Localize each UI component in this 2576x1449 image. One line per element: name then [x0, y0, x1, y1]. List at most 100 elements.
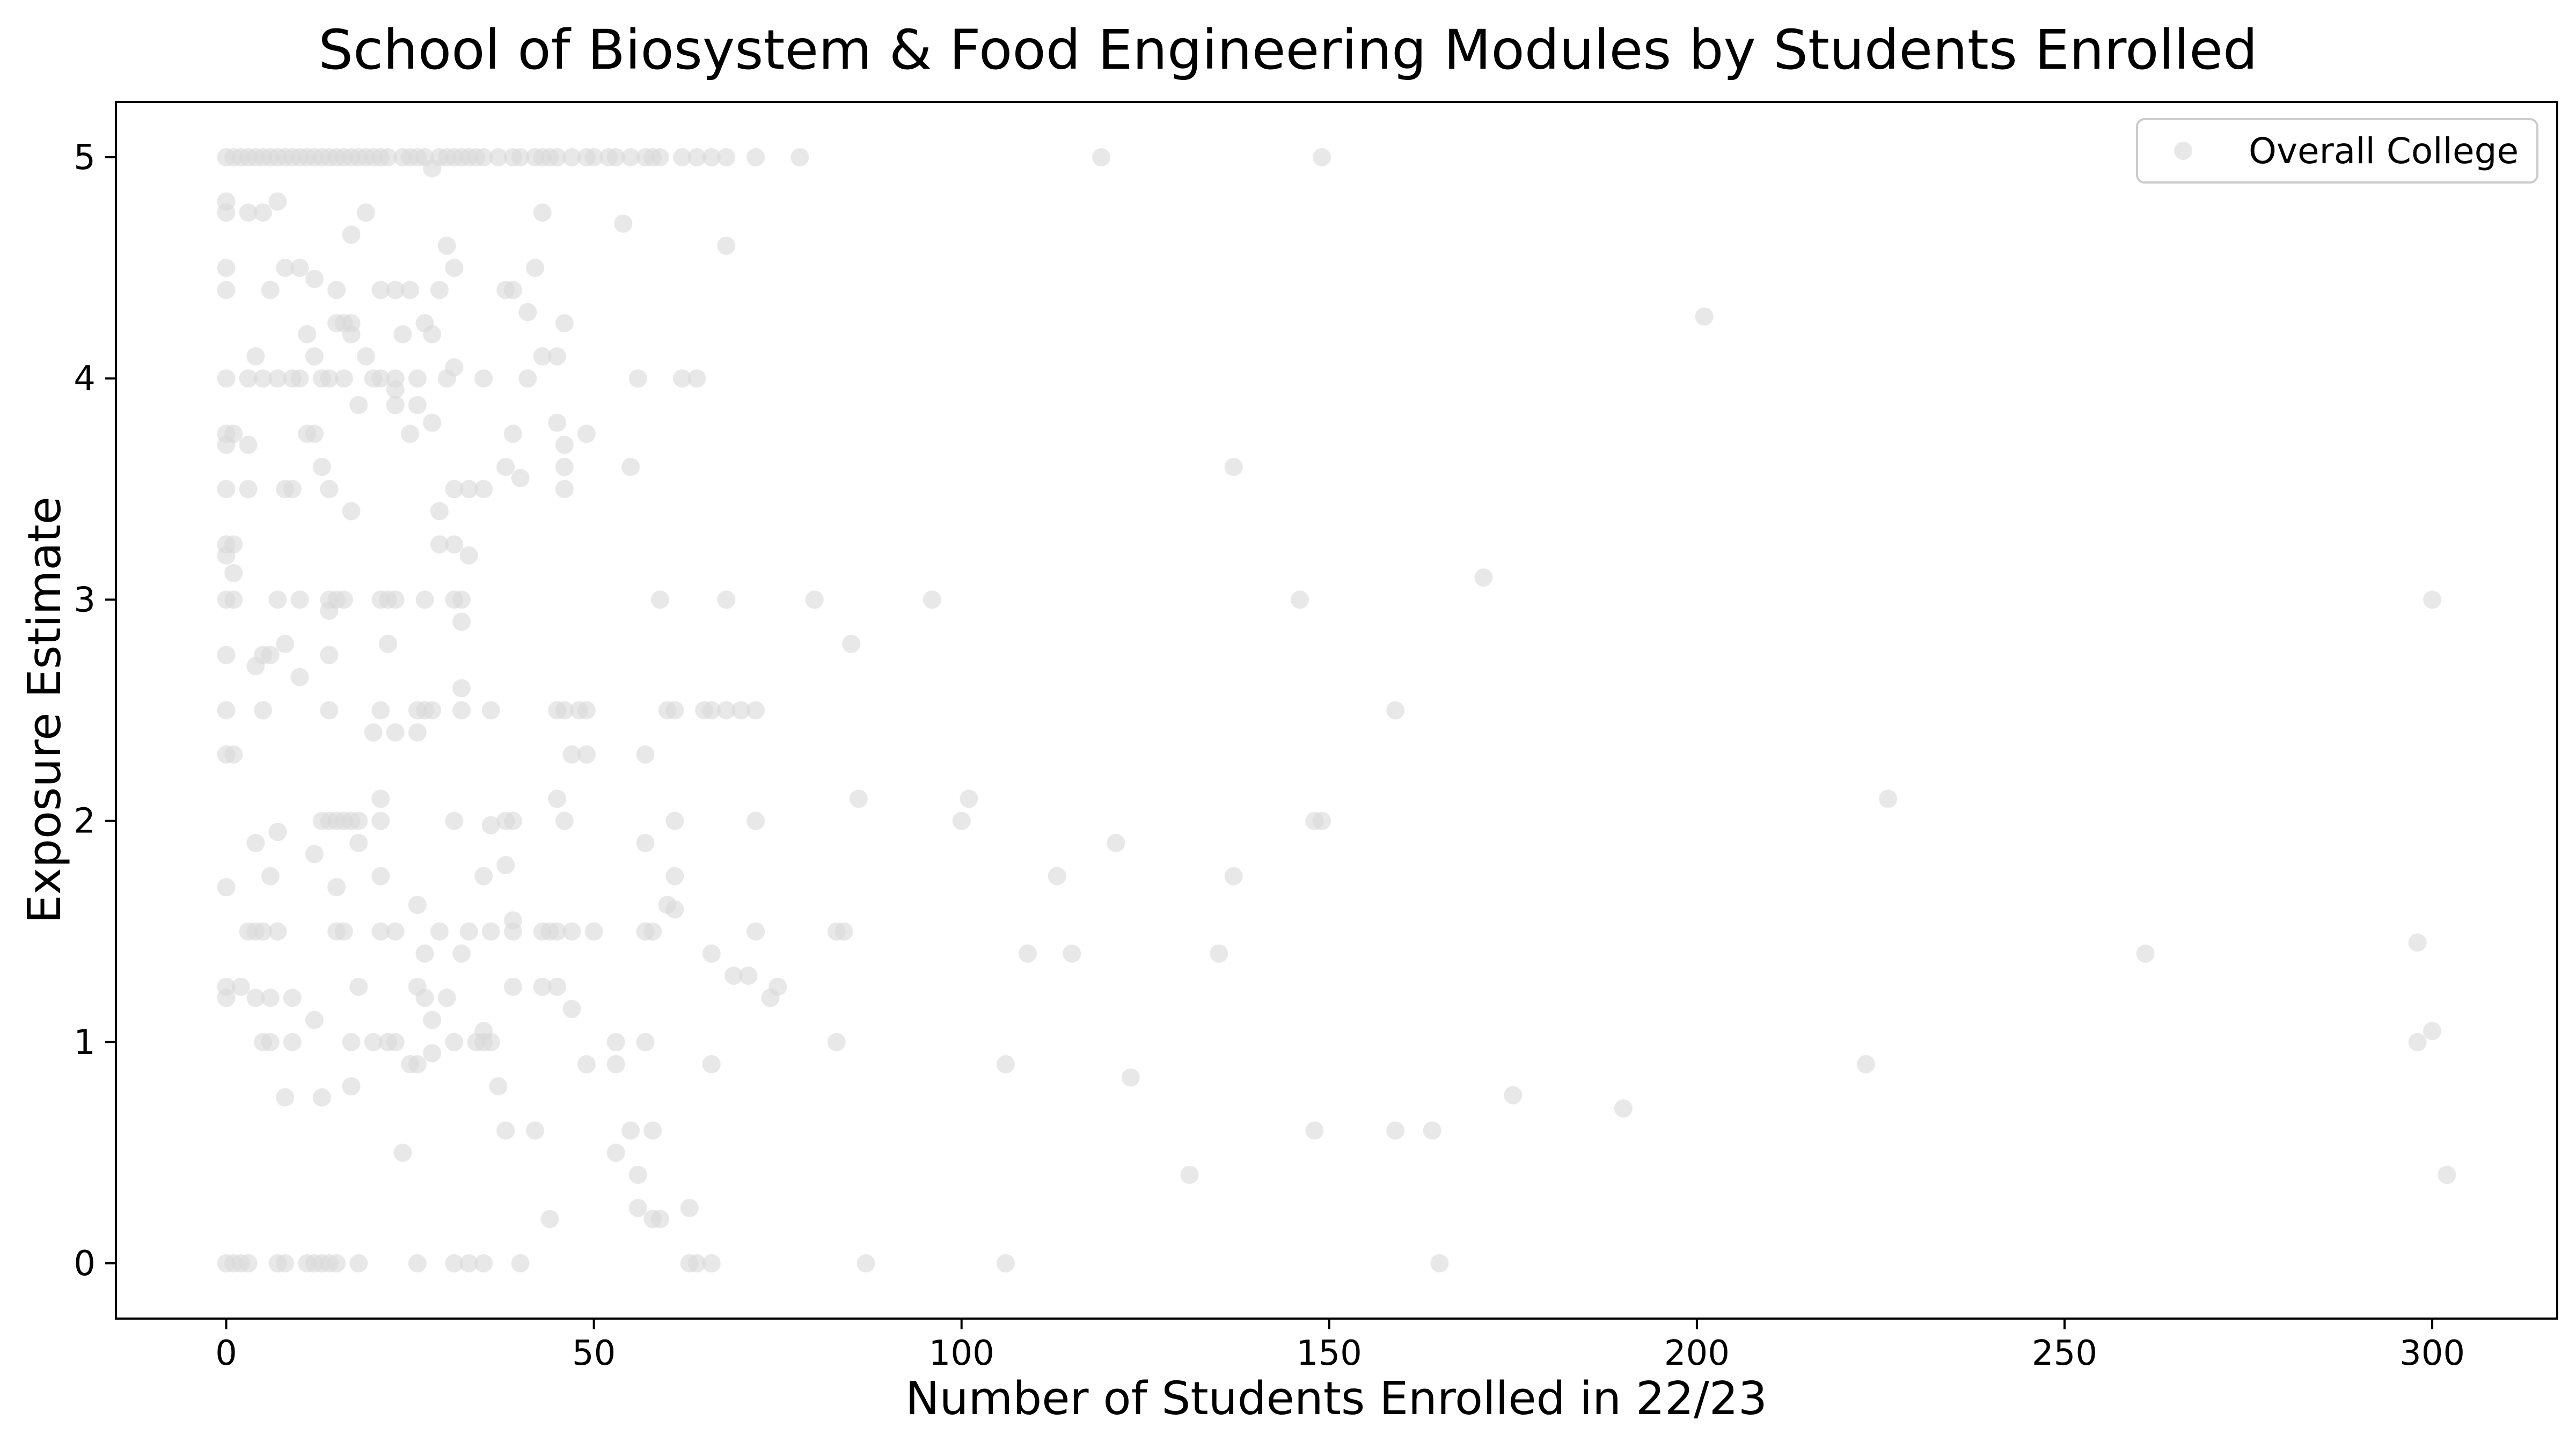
data-point	[533, 203, 552, 222]
data-point	[1107, 833, 1125, 852]
chart-title: School of Biosystem & Food Engineering M…	[318, 18, 2258, 82]
data-point	[349, 811, 368, 830]
data-point	[2408, 1033, 2427, 1051]
data-point	[562, 148, 581, 166]
data-point	[496, 1121, 515, 1140]
data-point	[702, 944, 721, 963]
data-point	[687, 1254, 706, 1272]
data-point	[401, 281, 420, 299]
data-point	[562, 745, 581, 764]
data-point	[636, 1033, 655, 1051]
x-axis-label: Number of Students Enrolled in 22/23	[905, 1372, 1767, 1425]
data-point	[526, 1121, 544, 1140]
data-point	[1474, 568, 1493, 587]
data-point	[1063, 944, 1081, 963]
data-point	[702, 1254, 721, 1272]
data-point	[827, 1033, 846, 1051]
data-point	[643, 922, 662, 941]
data-point	[518, 303, 537, 321]
data-point	[555, 811, 574, 830]
data-point	[702, 148, 721, 166]
data-point	[584, 148, 603, 166]
data-point	[555, 458, 574, 477]
data-point	[342, 1033, 361, 1051]
data-point	[437, 369, 456, 388]
data-point	[643, 1121, 662, 1140]
data-point	[379, 634, 397, 653]
data-point	[445, 480, 464, 499]
data-point	[246, 347, 265, 365]
data-point	[628, 369, 647, 388]
data-point	[459, 1254, 478, 1272]
data-point	[717, 701, 736, 720]
data-point	[533, 977, 552, 996]
data-point	[334, 369, 353, 388]
data-point	[503, 977, 522, 996]
data-point	[702, 701, 721, 720]
data-point	[254, 701, 272, 720]
data-point	[312, 1088, 331, 1107]
data-point	[371, 922, 390, 941]
data-point	[489, 1077, 508, 1096]
data-point	[606, 1033, 625, 1051]
data-point	[276, 259, 295, 277]
data-point	[217, 435, 236, 454]
data-point	[305, 269, 324, 288]
data-point	[217, 701, 236, 720]
data-point	[1695, 307, 1714, 326]
data-point	[239, 480, 258, 499]
data-point	[430, 502, 449, 521]
data-point	[650, 590, 669, 609]
data-point	[386, 723, 405, 742]
data-point	[673, 148, 691, 166]
data-point	[555, 435, 574, 454]
data-point	[290, 259, 309, 277]
data-point	[239, 203, 258, 222]
data-point	[445, 535, 464, 554]
data-point	[606, 1143, 625, 1162]
data-point	[415, 944, 434, 963]
data-point	[349, 1254, 368, 1272]
data-point	[555, 314, 574, 333]
data-point	[430, 281, 449, 299]
data-point	[349, 833, 368, 852]
data-point	[364, 1033, 383, 1051]
data-point	[246, 833, 265, 852]
data-point	[342, 225, 361, 244]
data-point	[1291, 590, 1309, 609]
data-point	[761, 989, 780, 1007]
data-point	[452, 679, 471, 698]
data-point	[386, 281, 405, 299]
data-point	[511, 148, 530, 166]
data-point	[246, 989, 265, 1007]
data-point	[650, 1210, 669, 1228]
data-point	[960, 789, 978, 808]
data-point	[327, 281, 346, 299]
data-point	[2136, 944, 2155, 963]
data-point	[254, 203, 272, 222]
data-point	[386, 396, 405, 414]
data-point	[371, 867, 390, 885]
data-point	[283, 1033, 302, 1051]
data-point	[1504, 1086, 1523, 1104]
data-point	[371, 701, 390, 720]
data-point	[371, 281, 390, 299]
data-point	[636, 745, 655, 764]
data-point	[334, 590, 353, 609]
data-point	[717, 236, 736, 255]
data-point	[386, 590, 405, 609]
data-point	[2408, 933, 2427, 952]
data-point	[503, 811, 522, 830]
data-point	[305, 347, 324, 365]
data-point	[621, 458, 640, 477]
data-point	[217, 259, 236, 277]
data-point	[1879, 789, 1898, 808]
legend-box	[2136, 118, 2538, 184]
data-point	[459, 922, 478, 941]
y-tick-label: 0	[74, 1244, 96, 1284]
y-axis-label: Exposure Estimate	[18, 496, 71, 924]
x-tick-label: 200	[1664, 1334, 1730, 1373]
x-axis-ticks: 0 50 100 150 200 250 300	[215, 1319, 2465, 1373]
data-point	[606, 1055, 625, 1073]
y-tick-label: 1	[74, 1023, 96, 1063]
